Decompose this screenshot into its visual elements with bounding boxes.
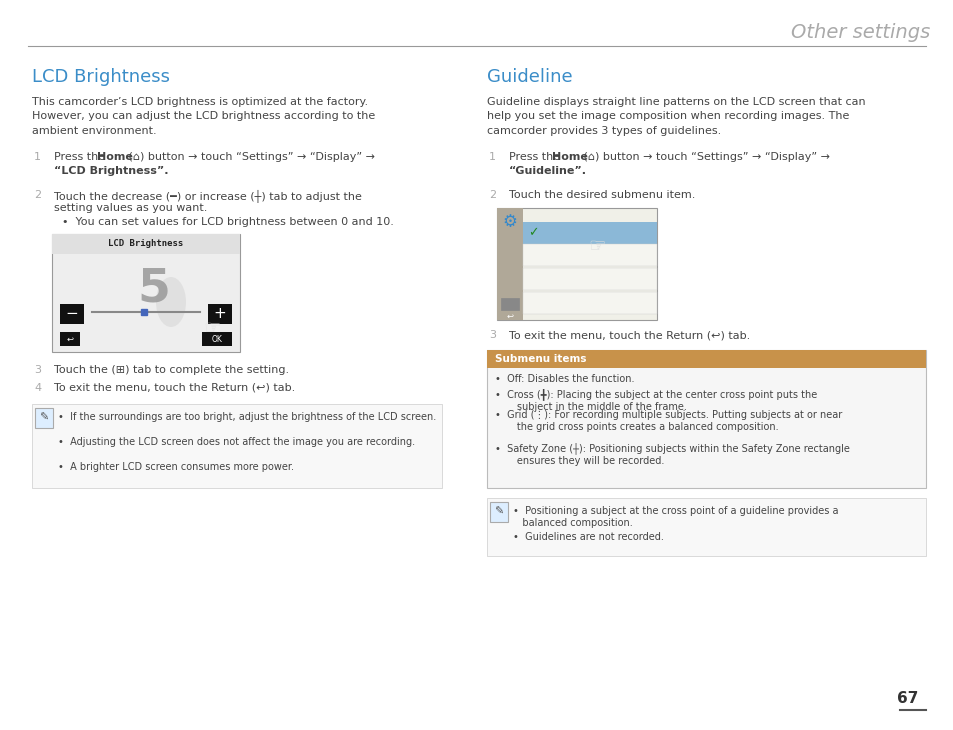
Text: •  Positioning a subject at the cross point of a guideline provides a
   balance: • Positioning a subject at the cross poi… xyxy=(513,506,838,529)
Text: LCD Brightness: LCD Brightness xyxy=(109,239,183,248)
Bar xyxy=(522,292,657,314)
Text: To exit the menu, touch the Return (↩) tab.: To exit the menu, touch the Return (↩) t… xyxy=(54,383,294,393)
Bar xyxy=(486,350,925,488)
Text: 3: 3 xyxy=(34,365,41,375)
Text: ✓: ✓ xyxy=(527,226,537,239)
Text: •  If the surroundings are too bright, adjust the brightness of the LCD screen.: • If the surroundings are too bright, ad… xyxy=(58,412,436,422)
Text: setting values as you want.: setting values as you want. xyxy=(54,203,207,213)
Text: •  You can set values for LCD brightness between 0 and 10.: • You can set values for LCD brightness … xyxy=(62,217,394,227)
Text: Home: Home xyxy=(552,152,587,162)
Text: •  A brighter LCD screen consumes more power.: • A brighter LCD screen consumes more po… xyxy=(58,462,294,472)
Text: Home: Home xyxy=(97,152,132,162)
Text: 2: 2 xyxy=(34,190,41,200)
Bar xyxy=(208,304,232,324)
Bar xyxy=(522,222,657,244)
Bar xyxy=(486,350,925,368)
Text: •  Cross (╋): Placing the subject at the center cross point puts the
       subj: • Cross (╋): Placing the subject at the … xyxy=(495,388,817,412)
Text: Guideline displays straight line patterns on the LCD screen that can
help you se: Guideline displays straight line pattern… xyxy=(486,97,864,136)
Text: Other settings: Other settings xyxy=(790,23,929,42)
Text: •  Safety Zone (┼): Positioning subjects within the Safety Zone rectangle
      : • Safety Zone (┼): Positioning subjects … xyxy=(495,442,849,466)
Bar xyxy=(32,404,441,488)
Text: Touch the (⊞) tab to complete the setting.: Touch the (⊞) tab to complete the settin… xyxy=(54,365,289,375)
Text: ☞: ☞ xyxy=(588,237,605,256)
Bar xyxy=(522,268,657,290)
Text: (⌂) button → touch “Settings” → “Display” →: (⌂) button → touch “Settings” → “Display… xyxy=(579,152,829,162)
Text: Press the: Press the xyxy=(509,152,563,162)
Text: ✎: ✎ xyxy=(39,413,49,423)
Text: LCD Brightness: LCD Brightness xyxy=(32,68,170,86)
Text: “Guideline”.: “Guideline”. xyxy=(509,166,586,176)
Text: ✎: ✎ xyxy=(494,507,503,517)
Text: OK: OK xyxy=(212,334,222,344)
Bar xyxy=(497,208,522,320)
Text: −: − xyxy=(66,307,78,321)
Bar xyxy=(202,332,232,346)
Text: Touch the decrease (━) or increase (┼) tab to adjust the: Touch the decrease (━) or increase (┼) t… xyxy=(54,190,361,203)
Text: 1: 1 xyxy=(34,152,41,162)
Bar xyxy=(522,244,657,266)
Text: •  Guidelines are not recorded.: • Guidelines are not recorded. xyxy=(513,532,663,542)
Text: Press the: Press the xyxy=(54,152,109,162)
Text: 2: 2 xyxy=(489,190,496,200)
Text: 1: 1 xyxy=(489,152,496,162)
Bar xyxy=(35,408,53,428)
Text: ⚙: ⚙ xyxy=(502,213,517,231)
Text: Touch the desired submenu item.: Touch the desired submenu item. xyxy=(509,190,695,200)
Text: ↩: ↩ xyxy=(67,334,73,344)
Text: 4: 4 xyxy=(34,383,41,393)
Text: 3: 3 xyxy=(489,330,496,340)
Bar xyxy=(486,498,925,556)
Text: ☞: ☞ xyxy=(203,320,220,339)
Text: “LCD Brightness”.: “LCD Brightness”. xyxy=(54,166,169,176)
Bar xyxy=(500,298,518,310)
Bar xyxy=(497,208,657,320)
Bar xyxy=(60,304,84,324)
Bar xyxy=(52,234,240,352)
Text: •  Adjusting the LCD screen does not affect the image you are recording.: • Adjusting the LCD screen does not affe… xyxy=(58,437,415,447)
Bar xyxy=(490,502,507,522)
Ellipse shape xyxy=(156,277,186,327)
Text: +: + xyxy=(213,307,226,321)
Text: (⌂) button → touch “Settings” → “Display” →: (⌂) button → touch “Settings” → “Display… xyxy=(125,152,375,162)
Text: ↩: ↩ xyxy=(506,312,513,320)
Text: 67: 67 xyxy=(896,691,917,706)
Text: •  Off: Disables the function.: • Off: Disables the function. xyxy=(495,374,634,384)
Text: 5: 5 xyxy=(137,266,171,312)
Bar xyxy=(60,332,80,346)
Bar xyxy=(52,234,240,254)
Text: Guideline: Guideline xyxy=(486,68,572,86)
Text: Submenu items: Submenu items xyxy=(495,354,586,364)
Text: This camcorder’s LCD brightness is optimized at the factory.
However, you can ad: This camcorder’s LCD brightness is optim… xyxy=(32,97,375,136)
Text: •  Grid (⋮): For recording multiple subjects. Putting subjects at or near
      : • Grid (⋮): For recording multiple subje… xyxy=(495,410,841,432)
Text: To exit the menu, touch the Return (↩) tab.: To exit the menu, touch the Return (↩) t… xyxy=(509,330,749,340)
